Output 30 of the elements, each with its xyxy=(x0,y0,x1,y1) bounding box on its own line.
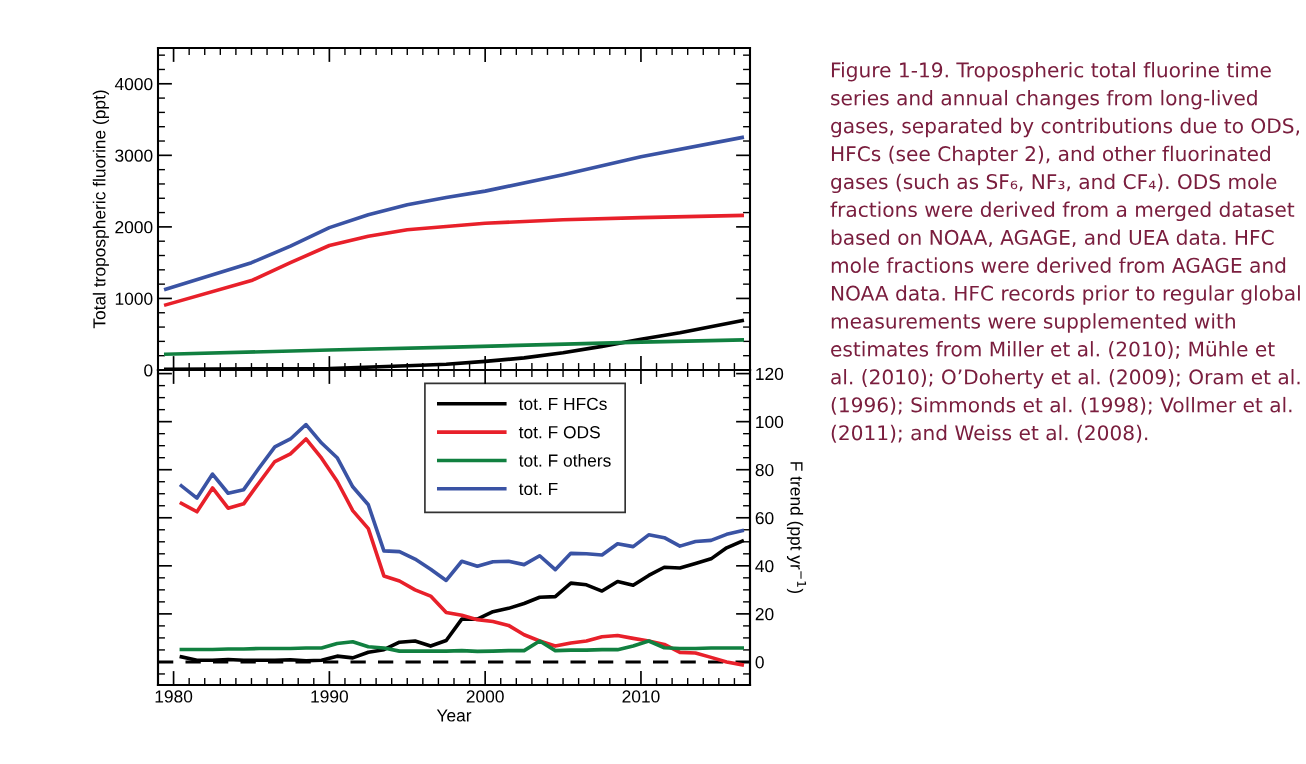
line-series xyxy=(179,639,745,654)
x-tick-label: 1980 xyxy=(155,690,193,703)
y-tick-label: 3000 xyxy=(115,149,153,162)
line-series xyxy=(163,135,745,291)
x-tick-label: 1990 xyxy=(311,690,348,703)
y2-tick-label: 120 xyxy=(756,367,784,381)
text: Figure 1-19. Tropospheric total fluorine time series and annual changes from long-lived gases, separated by contributions due to ODS, HFCs (see Chapter 2), and other fluorinated gases (such as SF₆, NF₃, and CF₄). ODS mole fractions were derived from a merged dataset based on NOAA, AGAGE, and UEA data. HFC mole fractions were derived from AGAGE and NOAA data. HFC records prior to regular global measurements were supplemented with estimates from Miller et al. (2010); Mühle et al. (2010); O’Doherty et al. (2009); Oram et al. (1996); Simmonds et al. (1998); Vollmer et al. (2011); and Weiss et al. (2008). xyxy=(830,62,1300,443)
y-tick-label: 2000 xyxy=(115,221,153,234)
legend-label: tot. F xyxy=(518,482,558,496)
y2-tick-label: 100 xyxy=(756,415,784,429)
y-tick-label: 4000 xyxy=(114,77,153,91)
y2-tick-label: 40 xyxy=(755,559,774,573)
x-tick-label: 2010 xyxy=(622,690,660,703)
legend-label: tot. F HFCs xyxy=(518,397,607,411)
y2-tick-label: 80 xyxy=(755,463,774,477)
line-series xyxy=(163,338,745,357)
y-tick-label: 0 xyxy=(144,364,153,377)
y2-tick-label: 20 xyxy=(755,608,774,621)
line-series xyxy=(179,437,745,667)
y-tick-label: 1000 xyxy=(115,292,153,305)
line-series xyxy=(163,213,745,307)
legend-label: tot. F ODS xyxy=(518,426,600,439)
legend-label: tot. F others xyxy=(518,453,611,467)
y2-tick-label: 0 xyxy=(755,656,764,669)
y2-tick-label: 60 xyxy=(755,511,774,525)
y2-axis-title: F trend (ppt yr$^{−1}$) xyxy=(786,462,807,594)
x-axis-title: Year xyxy=(436,709,472,722)
y-axis-title: Total tropospheric fluorine (ppt) xyxy=(92,90,109,329)
line-series xyxy=(179,422,745,583)
x-tick-label: 2000 xyxy=(466,690,504,703)
